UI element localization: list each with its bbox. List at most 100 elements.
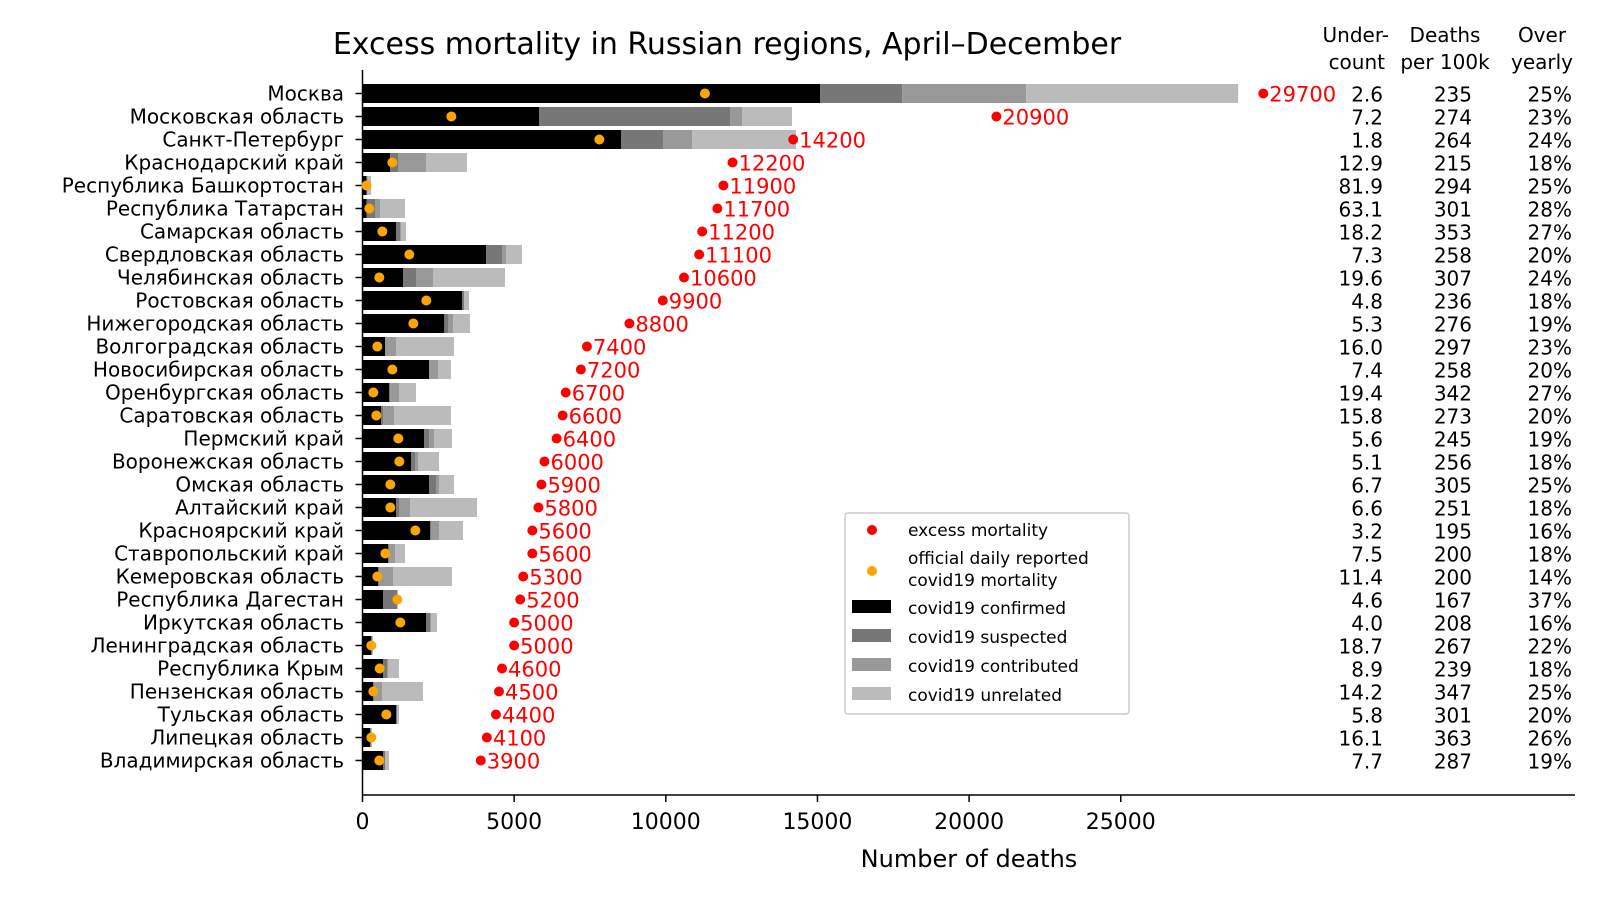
excess-mortality-point (509, 617, 520, 628)
over-yearly-value: 20% (1528, 405, 1572, 429)
excess-mortality-point (1258, 88, 1269, 99)
over-yearly-value: 18% (1528, 658, 1572, 682)
chart-title: Excess mortality in Russian regions, Apr… (333, 27, 1122, 62)
region-label: Нижегородская область (86, 312, 344, 336)
excess-mortality-label: 12200 (739, 152, 806, 176)
deaths-per-100k-value: 236 (1434, 290, 1472, 314)
undercount-value: 16.1 (1338, 727, 1383, 751)
bar-unrelated (409, 498, 477, 517)
excess-mortality-point (560, 387, 571, 398)
bar-contributed (398, 498, 410, 517)
undercount-value: 19.6 (1338, 267, 1383, 291)
region-label: Оренбургская область (105, 381, 344, 405)
excess-mortality-label: 7400 (593, 336, 646, 360)
x-tick-label: 10000 (631, 810, 701, 835)
undercount-value: 3.2 (1351, 520, 1383, 544)
official-mortality-point (410, 525, 421, 536)
excess-mortality-label: 11700 (723, 198, 790, 222)
legend-frame (844, 512, 1130, 715)
deaths-per-100k-value: 363 (1434, 727, 1472, 751)
region-label: Краснодарский край (124, 151, 344, 175)
bar-contributed (730, 107, 742, 126)
excess-mortality-label: 6000 (550, 451, 603, 475)
undercount-value: 63.1 (1338, 198, 1383, 222)
bar-unrelated (453, 314, 470, 333)
official-mortality-point (381, 709, 392, 720)
x-tick-label: 20000 (934, 810, 1004, 835)
deaths-per-100k-value: 245 (1434, 428, 1472, 452)
official-mortality-point (395, 617, 406, 628)
excess-mortality-point (581, 341, 592, 352)
excess-mortality-point (475, 755, 486, 766)
excess-mortality-label: 5800 (544, 497, 597, 521)
undercount-value: 14.2 (1338, 681, 1383, 705)
excess-mortality-point (678, 272, 689, 283)
deaths-per-100k-value: 235 (1434, 83, 1472, 107)
over-yearly-value: 24% (1528, 129, 1572, 153)
bar-confirmed (362, 291, 462, 310)
bar-suspected (383, 590, 397, 609)
excess-mortality-label: 14200 (799, 129, 866, 153)
deaths-per-100k-value: 353 (1434, 221, 1472, 245)
bar-contributed (387, 659, 389, 678)
bar-contributed (429, 360, 438, 379)
excess-mortality-point (481, 732, 492, 743)
official-mortality-point (385, 502, 396, 513)
excess-mortality-point (712, 203, 723, 214)
bar-contributed (430, 521, 439, 540)
bar-unrelated (741, 107, 792, 126)
over-yearly-value: 18% (1528, 497, 1572, 521)
bar-confirmed (362, 728, 370, 747)
header-per100k-1: Deaths (1410, 23, 1481, 47)
bar-contributed (415, 452, 419, 471)
excess-mortality-point (694, 249, 705, 260)
bar-suspected (395, 222, 401, 241)
bar-suspected (426, 613, 430, 632)
official-mortality-point (361, 180, 372, 191)
deaths-per-100k-value: 287 (1434, 750, 1472, 774)
over-yearly-value: 25% (1528, 474, 1572, 498)
deaths-per-100k-value: 301 (1434, 198, 1472, 222)
deaths-per-100k-value: 200 (1434, 566, 1472, 590)
excess-mortality-point (539, 456, 550, 467)
bar-confirmed (362, 567, 378, 586)
bar-unrelated (380, 199, 405, 218)
bar-confirmed (362, 153, 391, 172)
bar-suspected (486, 245, 502, 264)
bar-suspected (395, 705, 397, 724)
bar-suspected (424, 429, 430, 448)
deaths-per-100k-value: 239 (1434, 658, 1472, 682)
bar-contributed (390, 383, 399, 402)
x-tick-label: 5000 (486, 810, 542, 835)
excess-mortality-point (575, 364, 586, 375)
bar-contributed (374, 199, 381, 218)
region-label: Свердловская область (105, 243, 344, 267)
legend-suspected-label: covid19 suspected (908, 628, 1067, 648)
bar-suspected (381, 406, 384, 425)
deaths-per-100k-value: 301 (1434, 704, 1472, 728)
official-mortality-point (394, 456, 405, 467)
bar-confirmed (362, 84, 821, 103)
excess-mortality-label: 20900 (1002, 106, 1069, 130)
bar-unrelated (433, 429, 453, 448)
over-yearly-value: 18% (1528, 451, 1572, 475)
deaths-per-100k-value: 276 (1434, 313, 1472, 337)
bar-contributed (378, 567, 394, 586)
over-yearly-value: 22% (1528, 635, 1572, 659)
bar-suspected (429, 521, 431, 540)
over-yearly-value: 27% (1528, 382, 1572, 406)
undercount-value: 81.9 (1338, 175, 1383, 199)
deaths-per-100k-value: 200 (1434, 543, 1472, 567)
region-label: Волгоградская область (95, 335, 344, 359)
bar-unrelated (426, 153, 467, 172)
deaths-per-100k-value: 307 (1434, 267, 1472, 291)
excess-mortality-point (657, 295, 668, 306)
region-label: Красноярский край (138, 519, 344, 543)
region-label: Санкт-Петербург (162, 128, 344, 152)
bar-unrelated (393, 567, 453, 586)
bar-unrelated (505, 245, 523, 264)
excess-mortality-point (557, 410, 568, 421)
excess-mortality-label: 29700 (1269, 83, 1336, 107)
bar-suspected (389, 383, 391, 402)
excess-mortality-label: 4500 (505, 681, 558, 705)
